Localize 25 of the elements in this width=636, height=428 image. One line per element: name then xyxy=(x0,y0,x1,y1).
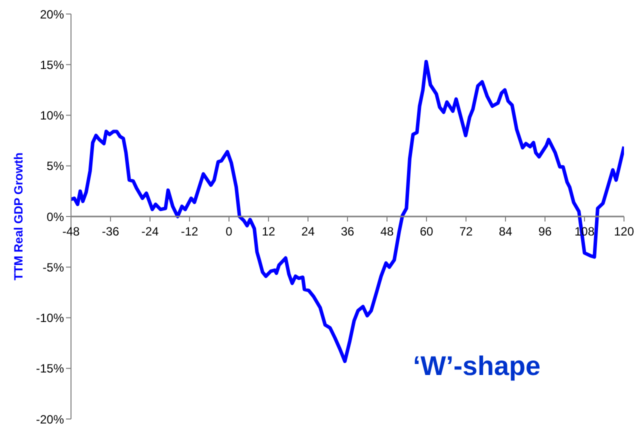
x-tick-label: 24 xyxy=(301,224,315,238)
x-tick-label: 60 xyxy=(420,224,434,238)
y-axis-title: TTM Real GDP Growth xyxy=(11,152,26,280)
y-tick-label: 10% xyxy=(40,108,64,123)
x-tick-label: 84 xyxy=(498,224,512,238)
x-tick-label: 12 xyxy=(262,224,276,238)
y-tick-label: 0% xyxy=(46,210,64,224)
annotation: ‘W’-shape xyxy=(413,351,541,382)
x-tick-label: -48 xyxy=(62,224,80,238)
x-tick-label: -24 xyxy=(141,224,159,238)
x-tick-label: 36 xyxy=(340,224,354,238)
y-tick-label: -20% xyxy=(36,412,64,426)
y-tick-label: 20% xyxy=(40,7,64,22)
y-tick-label: -15% xyxy=(36,362,64,376)
x-tick-label: -36 xyxy=(102,224,120,238)
x-tick-label: 120 xyxy=(614,224,634,238)
y-tick-label: -10% xyxy=(36,311,64,326)
y-tick-label: 5% xyxy=(46,159,64,174)
x-tick-label: -12 xyxy=(180,224,198,238)
x-tick-label: 48 xyxy=(380,224,394,238)
x-tick-label: 96 xyxy=(538,224,552,238)
y-tick-label: -5% xyxy=(42,260,64,274)
x-tick-label: 0 xyxy=(226,224,233,238)
x-tick-label: 72 xyxy=(459,224,473,238)
y-tick-label: 15% xyxy=(40,58,64,72)
